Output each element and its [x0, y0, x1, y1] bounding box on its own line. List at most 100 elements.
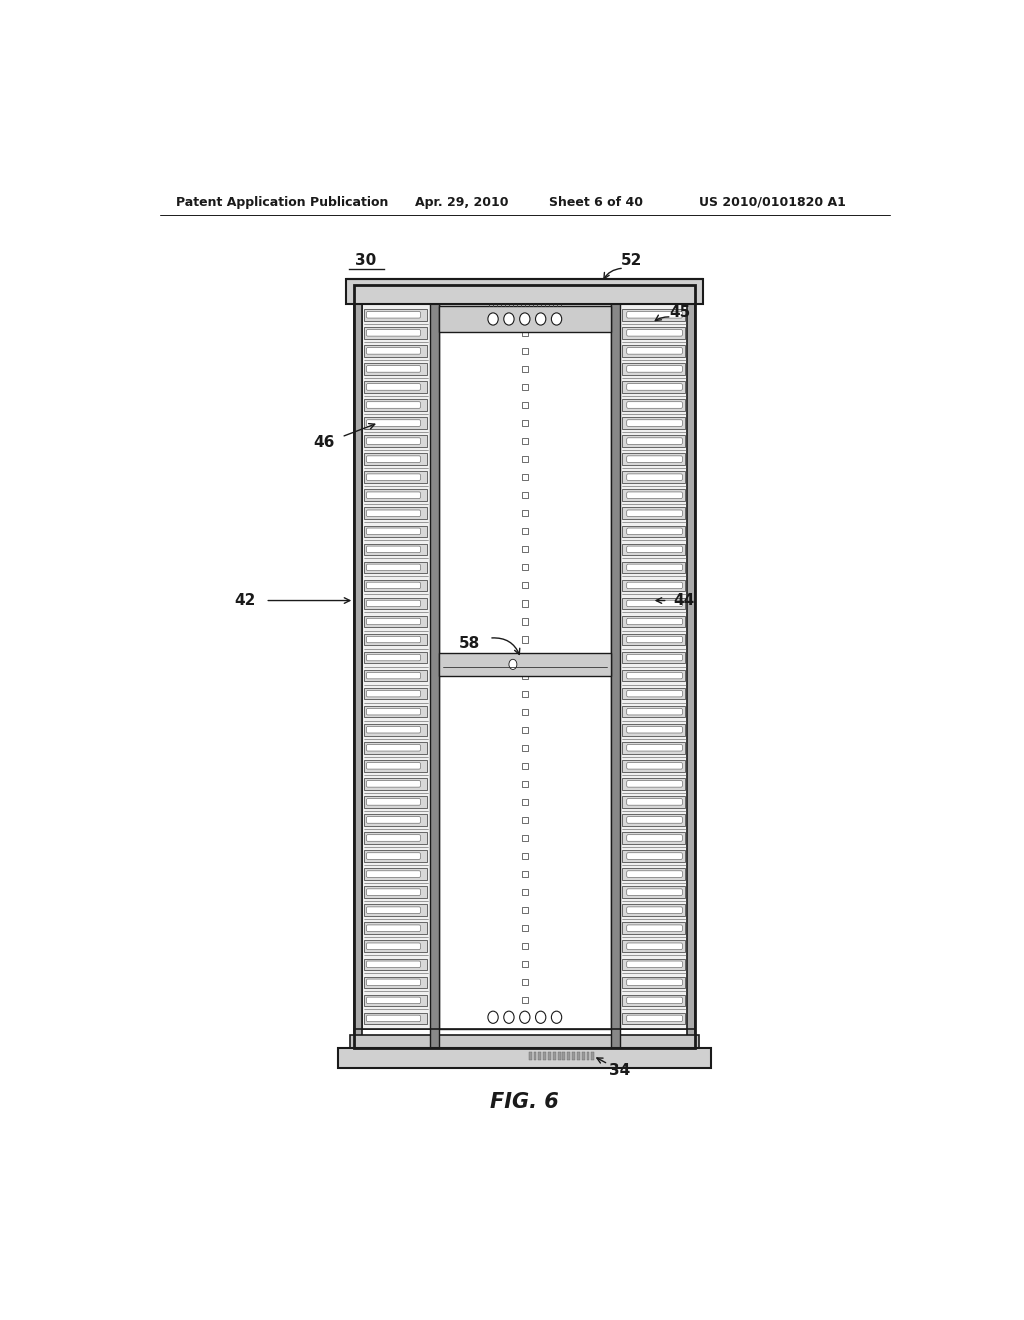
- Bar: [521, 312, 528, 318]
- Text: Patent Application Publication: Patent Application Publication: [176, 195, 388, 209]
- Bar: [623, 561, 685, 573]
- Bar: [620, 304, 687, 1030]
- Bar: [365, 436, 427, 447]
- FancyBboxPatch shape: [627, 455, 682, 462]
- Bar: [365, 363, 427, 375]
- FancyBboxPatch shape: [627, 799, 682, 805]
- FancyBboxPatch shape: [367, 528, 421, 535]
- FancyBboxPatch shape: [367, 366, 421, 372]
- Bar: [623, 399, 685, 411]
- FancyBboxPatch shape: [367, 853, 421, 859]
- Bar: [521, 511, 528, 516]
- FancyBboxPatch shape: [367, 582, 421, 589]
- Bar: [582, 1052, 585, 1060]
- Bar: [623, 634, 685, 645]
- FancyBboxPatch shape: [627, 907, 682, 913]
- Bar: [521, 528, 528, 535]
- Bar: [521, 744, 528, 751]
- Bar: [365, 507, 427, 519]
- Bar: [350, 1035, 699, 1053]
- FancyBboxPatch shape: [627, 690, 682, 697]
- FancyBboxPatch shape: [367, 510, 421, 516]
- FancyBboxPatch shape: [627, 384, 682, 391]
- FancyBboxPatch shape: [627, 942, 682, 949]
- Bar: [623, 940, 685, 952]
- Bar: [521, 655, 528, 660]
- FancyBboxPatch shape: [367, 455, 421, 462]
- FancyBboxPatch shape: [367, 690, 421, 697]
- FancyBboxPatch shape: [367, 871, 421, 878]
- Bar: [623, 886, 685, 898]
- Bar: [623, 471, 685, 483]
- FancyBboxPatch shape: [367, 384, 421, 391]
- FancyBboxPatch shape: [627, 780, 682, 787]
- FancyBboxPatch shape: [367, 817, 421, 824]
- Bar: [572, 1052, 575, 1060]
- Text: US 2010/0101820 A1: US 2010/0101820 A1: [699, 195, 846, 209]
- Bar: [521, 565, 528, 570]
- Bar: [521, 925, 528, 931]
- FancyBboxPatch shape: [367, 347, 421, 354]
- FancyBboxPatch shape: [627, 744, 682, 751]
- Bar: [365, 723, 427, 735]
- Bar: [623, 345, 685, 356]
- FancyBboxPatch shape: [627, 330, 682, 337]
- Bar: [623, 381, 685, 393]
- Ellipse shape: [536, 1011, 546, 1023]
- Bar: [623, 652, 685, 664]
- FancyBboxPatch shape: [627, 601, 682, 607]
- Ellipse shape: [487, 1011, 499, 1023]
- Bar: [365, 544, 427, 556]
- Bar: [521, 384, 528, 389]
- Bar: [521, 709, 528, 714]
- Bar: [362, 304, 430, 1030]
- FancyBboxPatch shape: [367, 492, 421, 499]
- Bar: [521, 403, 528, 408]
- Bar: [365, 525, 427, 537]
- Bar: [623, 760, 685, 772]
- Bar: [623, 309, 685, 321]
- Bar: [439, 653, 610, 676]
- FancyBboxPatch shape: [627, 655, 682, 661]
- Bar: [623, 977, 685, 989]
- Bar: [521, 673, 528, 678]
- FancyBboxPatch shape: [627, 871, 682, 878]
- Bar: [539, 1052, 542, 1060]
- FancyBboxPatch shape: [367, 401, 421, 408]
- Bar: [623, 615, 685, 627]
- FancyBboxPatch shape: [367, 1015, 421, 1022]
- Bar: [365, 471, 427, 483]
- Bar: [623, 796, 685, 808]
- FancyBboxPatch shape: [367, 780, 421, 787]
- Bar: [623, 507, 685, 519]
- Bar: [521, 457, 528, 462]
- Bar: [521, 979, 528, 985]
- FancyBboxPatch shape: [367, 636, 421, 643]
- Bar: [623, 814, 685, 826]
- Bar: [623, 688, 685, 700]
- FancyBboxPatch shape: [367, 979, 421, 986]
- FancyBboxPatch shape: [367, 834, 421, 841]
- Bar: [521, 763, 528, 768]
- Bar: [521, 601, 528, 606]
- FancyBboxPatch shape: [367, 420, 421, 426]
- Bar: [365, 345, 427, 356]
- Bar: [521, 871, 528, 876]
- Bar: [365, 561, 427, 573]
- FancyBboxPatch shape: [627, 366, 682, 372]
- Bar: [521, 998, 528, 1003]
- Bar: [365, 490, 427, 502]
- FancyBboxPatch shape: [367, 546, 421, 553]
- Bar: [521, 348, 528, 354]
- FancyBboxPatch shape: [367, 907, 421, 913]
- FancyBboxPatch shape: [367, 655, 421, 661]
- Ellipse shape: [519, 1011, 530, 1023]
- Bar: [623, 723, 685, 735]
- Bar: [521, 546, 528, 552]
- FancyBboxPatch shape: [627, 1015, 682, 1022]
- Bar: [623, 832, 685, 843]
- FancyBboxPatch shape: [627, 474, 682, 480]
- Ellipse shape: [519, 313, 530, 325]
- FancyBboxPatch shape: [367, 799, 421, 805]
- Bar: [346, 280, 703, 304]
